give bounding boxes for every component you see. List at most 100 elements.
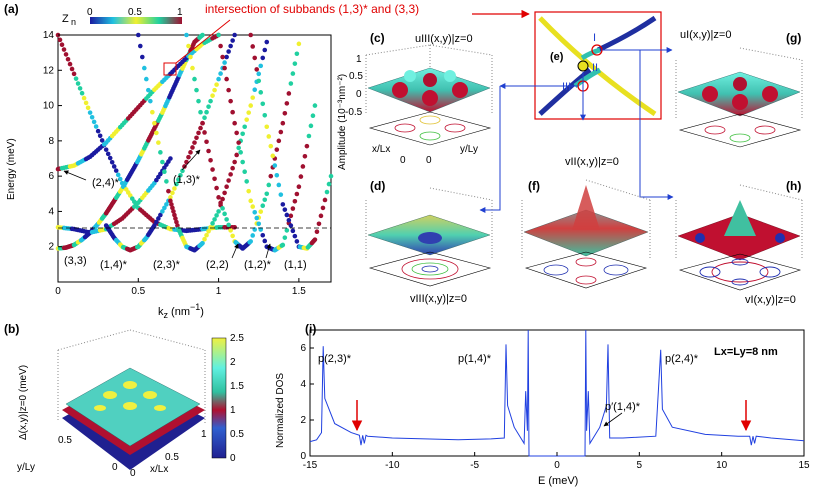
subband-point [152,223,157,228]
subband-point [280,120,286,126]
subband-point [168,195,173,200]
panel-c-contours [394,115,466,141]
peak-label-1-4-prime: p′(1,4)* [605,401,641,413]
subband-label-1-4: (1,4)* [100,259,128,271]
subband-point [272,163,278,168]
subband-point [268,143,274,149]
subband-point [214,82,219,87]
subband-point [228,43,233,49]
subband-point [184,32,189,38]
subband-label-1-2: (1,2)* [244,259,272,271]
subband-point [238,150,243,155]
subband-label-1-1: (1,1) [284,259,307,271]
panel-h-base [678,253,802,291]
subband-point [248,198,254,204]
subband-point [69,66,75,72]
subband-point [292,233,298,239]
subband-point [170,205,175,211]
subband-point [290,71,296,76]
subband-point [284,228,290,233]
subband-point [276,182,282,188]
subband-point [214,185,219,191]
colorbar-a-tick-1: 0.5 [128,7,142,18]
panel-c-zlabel: Amplitude (10⁻³nm⁻²) [337,74,348,170]
subband-label-3-3: (3,3) [64,255,87,267]
subband-point [190,145,195,150]
subband-point [186,43,191,49]
subband-point [105,151,111,157]
subband-point [312,103,318,108]
subband-point [222,60,227,65]
subband-point [226,222,231,228]
plot-i-size-label: Lx=Ly=8 nm [714,346,778,358]
subband-point [288,213,294,219]
plot-a-yticks: 2 4 6 8 10 12 14 [43,30,62,253]
subband-point [156,140,161,145]
plot-a-ytick-label: 4 [48,206,54,217]
subband-point [290,228,296,234]
subband-point [230,38,235,43]
subband-point [248,103,254,108]
subband-point [246,110,251,115]
subband-point [173,216,178,221]
subband-point [252,210,258,215]
subband-point [170,190,175,196]
plot-a-ytick-label: 12 [43,65,55,76]
colorbar-b-tick: 2 [230,357,236,368]
subband-point [200,120,205,126]
panel-c-ztick-3: -0.5 [345,107,363,118]
subband-point [140,54,145,60]
subband-point [204,139,209,145]
subband-point [160,159,165,165]
subband-point [154,130,159,136]
subband-point [288,223,294,228]
colorbar-a-tick-2: 1 [177,7,183,18]
subband-point [294,51,300,57]
arrow-to-h [639,50,674,200]
subband-label-2-2: (2,2) [206,259,229,271]
subband-point [220,196,225,202]
subband-point [246,188,251,194]
panel-b-bumps [94,381,166,411]
subband-point [202,115,207,121]
subband-point [292,198,298,204]
subband-point [302,153,308,159]
plot-a-xtick-label: 1 [216,286,222,297]
subband-point [226,49,231,54]
panel-c-title: uIII(x,y)|z=0 [415,33,473,45]
subband-point [198,109,203,115]
plot-i-ylabel: Normalized DOS [275,373,286,448]
subband-point [202,236,207,242]
subband-point [234,152,239,158]
subband-point [188,150,193,155]
panel-c-letter: (c) [370,31,385,45]
subband-point [109,159,115,165]
panel-g-contours [704,125,776,143]
subband-point [79,90,85,96]
subband-point [162,169,167,175]
subband-point [294,239,300,244]
subband-point [266,182,272,188]
panel-b: (b) Δ(x,y)|z=0 (meV) y/Ly x/Lx 0.5 0 0 0… [4,322,244,479]
intersection-box [163,62,177,76]
panel-g: (g) uI(x,y)|z=0 [675,29,803,148]
plot-i-xticks: -15 -10 -5 0 5 10 15 [303,452,810,471]
subband-point [174,219,179,225]
plot-i-xtick-label: 0 [554,460,560,471]
subband-point [198,125,203,131]
panel-d-base [368,251,492,287]
subband-point [73,76,79,81]
subband-point [312,237,318,242]
subband-point [152,120,157,126]
arrow-peak-prime [603,412,623,427]
subband-point [256,71,262,77]
subband-point [171,209,176,214]
panel-g-base [678,113,802,148]
panel-e-curve-blue-high [596,15,657,53]
subband-point [232,32,237,38]
subband-point [208,157,213,163]
subband-point [224,76,229,82]
intersection-annotation: intersection of subbands (1,3)* and (3,3… [205,2,419,16]
colorbar-b-tick: 1 [230,405,236,416]
subband-point [175,223,180,228]
